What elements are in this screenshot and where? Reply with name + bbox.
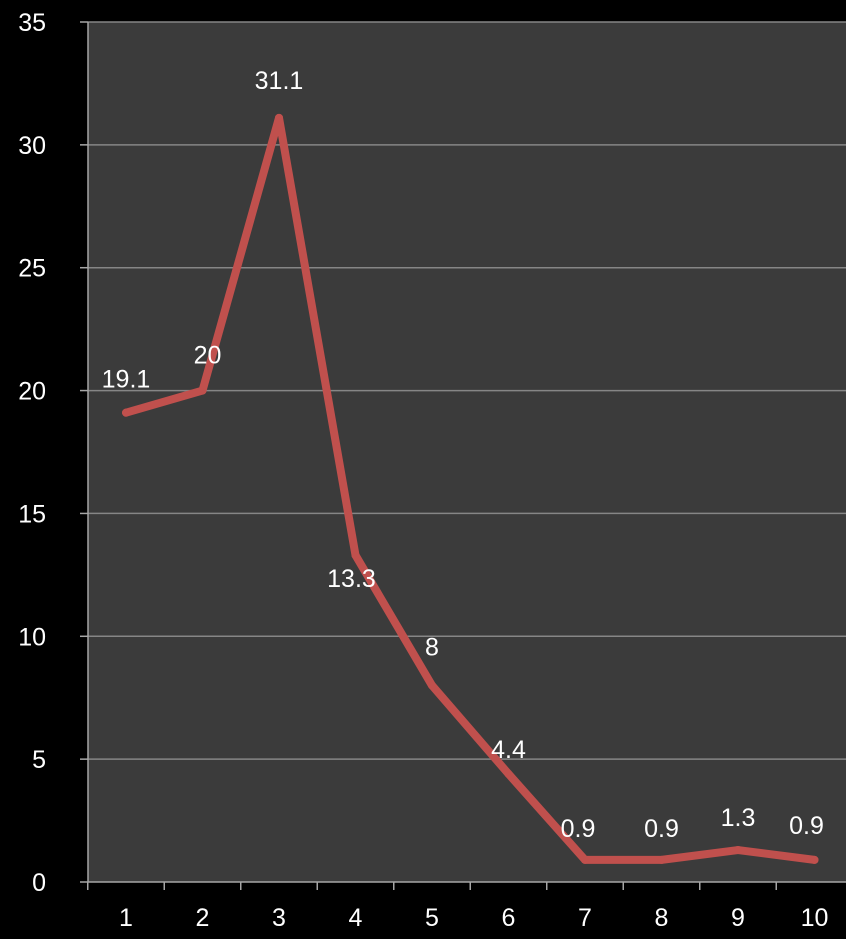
x-tick-label-9: 9 xyxy=(731,904,745,932)
data-point-9 xyxy=(734,846,742,855)
y-tick-label-30: 30 xyxy=(18,132,46,160)
data-point-6 xyxy=(504,769,513,778)
x-axis-tick-labels: 1 2 3 4 5 6 7 8 9 10 xyxy=(119,904,828,932)
data-label-1: 19.1 xyxy=(102,366,151,394)
gridlines xyxy=(88,21,846,760)
y-axis-tick-labels: 0 5 10 15 20 25 30 35 xyxy=(18,9,46,897)
y-tick-label-15: 15 xyxy=(18,500,46,528)
data-label-7: 0.9 xyxy=(561,815,596,843)
x-tick-label-7: 7 xyxy=(578,904,592,932)
x-tick-label-1: 1 xyxy=(119,904,133,932)
x-tick-label-4: 4 xyxy=(349,904,363,932)
x-tick-label-5: 5 xyxy=(425,904,439,932)
data-point-8 xyxy=(657,855,666,864)
data-label-6: 4.4 xyxy=(491,736,526,764)
data-label-4: 13.3 xyxy=(327,565,376,593)
y-tick-label-0: 0 xyxy=(32,869,46,897)
x-tick-label-2: 2 xyxy=(196,904,210,932)
data-point-3 xyxy=(275,113,283,122)
y-tick-label-10: 10 xyxy=(18,623,46,651)
data-point-2 xyxy=(198,386,207,395)
series-line-group xyxy=(122,113,819,864)
x-tick-label-6: 6 xyxy=(502,904,516,932)
data-label-8: 0.9 xyxy=(644,815,679,843)
data-point-4 xyxy=(351,551,360,560)
data-point-10 xyxy=(810,855,819,864)
x-tick-label-10: 10 xyxy=(801,904,829,932)
data-point-7 xyxy=(581,855,589,864)
y-tick-label-35: 35 xyxy=(18,9,46,37)
series-line xyxy=(122,113,819,864)
y-tick-label-5: 5 xyxy=(32,746,46,774)
y-tick-label-20: 20 xyxy=(18,378,46,406)
data-label-9: 1.3 xyxy=(721,804,756,832)
x-tick-label-8: 8 xyxy=(655,904,669,932)
plot-area xyxy=(88,22,846,882)
data-label-5: 8 xyxy=(425,633,439,661)
data-label-3: 31.1 xyxy=(255,67,304,95)
data-label-10: 0.9 xyxy=(789,812,824,840)
data-labels: 19.1 20 31.1 13.3 8 4.4 0.9 0.9 1.3 0.9 xyxy=(102,67,824,843)
axes xyxy=(80,21,846,890)
x-tick-label-3: 3 xyxy=(272,904,286,932)
data-point-5 xyxy=(428,681,436,690)
data-label-2: 20 xyxy=(194,342,222,370)
y-tick-label-25: 25 xyxy=(18,255,46,283)
data-point-1 xyxy=(122,408,130,417)
